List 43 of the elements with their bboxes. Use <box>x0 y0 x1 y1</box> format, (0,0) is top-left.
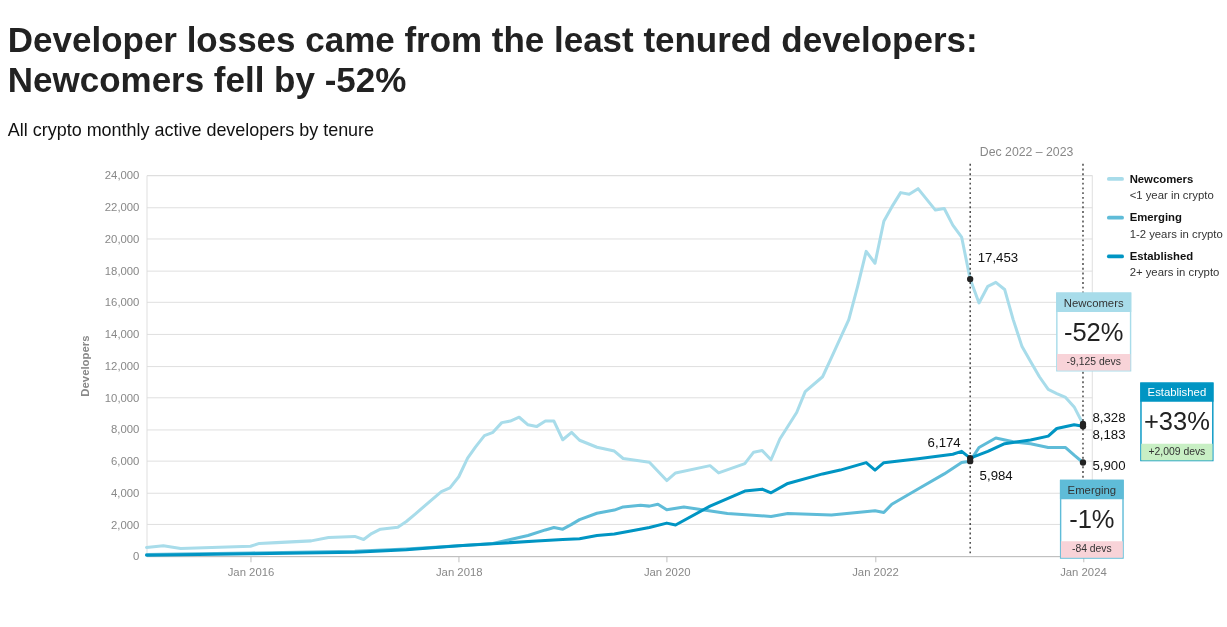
legend-label: Newcomers <box>1129 172 1194 185</box>
y-tick-label: 16,000 <box>104 296 140 309</box>
y-tick-label: 22,000 <box>104 201 140 214</box>
annotation: 8,328 <box>1092 410 1126 426</box>
y-tick-label: 20,000 <box>104 232 140 245</box>
text: +2,009 devs <box>1148 445 1206 457</box>
y-tick-label: 14,000 <box>104 328 140 341</box>
x-tick-label: Jan 2022 <box>852 566 899 579</box>
annotation: -52% <box>1063 317 1124 346</box>
text: +33% <box>1143 407 1210 436</box>
y-tick-label: 6,000 <box>111 455 140 468</box>
annotation: 5,900 <box>1092 458 1126 474</box>
annotation: 17,453 <box>977 250 1019 266</box>
text: <1 year in crypto <box>1129 188 1214 201</box>
x-tick-label: Jan 2020 <box>643 566 691 579</box>
annotation: Emerging <box>1067 483 1117 496</box>
x-tick-label: Jan 2024 <box>1060 566 1107 579</box>
text: 2+ years in crypto <box>1129 266 1220 279</box>
annotation: 6,174 <box>927 434 961 450</box>
annotation: Newcomers <box>1063 296 1124 309</box>
y-tick-label: 2,000 <box>111 518 140 531</box>
annotation: -1% <box>1069 504 1115 533</box>
y-tick-label: 0 <box>133 550 140 563</box>
legend-label: Emerging <box>1129 211 1182 224</box>
legend-label: Established <box>1129 250 1194 263</box>
y-tick-label: 4,000 <box>111 486 140 499</box>
chart-subtitle: All crypto monthly active developers by tenure <box>7 120 375 141</box>
annotation: 5,984 <box>979 468 1013 484</box>
text: 1-2 years in crypto <box>1129 227 1223 240</box>
y-tick-label: 24,000 <box>104 169 140 182</box>
x-tick-label: Jan 2016 <box>227 566 275 579</box>
annotation: -9,125 devs <box>1066 356 1121 368</box>
y-tick-label: 8,000 <box>111 423 140 436</box>
text: Dec 2022 – 2023 <box>979 145 1074 160</box>
annotation: 8,183 <box>1092 427 1126 443</box>
chart-title: Developer losses came from the least tenured developers: Newcomers fell by -52% <box>7 20 978 99</box>
y-tick-label: 18,000 <box>104 264 140 277</box>
y-tick-label: 10,000 <box>104 391 140 404</box>
x-tick-label: Jan 2018 <box>435 566 483 579</box>
text: Established <box>1147 386 1207 399</box>
annotation: -84 devs <box>1071 543 1112 555</box>
y-axis-title: Developers <box>78 335 91 397</box>
y-tick-label: 12,000 <box>104 359 140 372</box>
